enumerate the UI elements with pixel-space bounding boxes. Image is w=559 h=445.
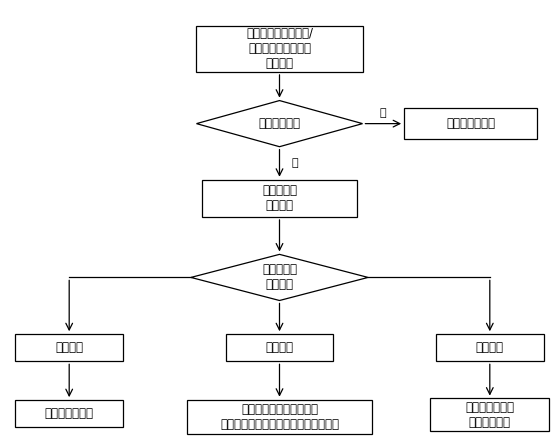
Text: 是否经过环网: 是否经过环网: [258, 117, 301, 130]
Text: 部分识别: 部分识别: [266, 341, 293, 354]
Text: 按实际路径拆分: 按实际路径拆分: [446, 117, 495, 130]
Bar: [15, 400, 123, 427]
Text: 获取标识站
识别信息: 获取标识站 识别信息: [262, 184, 297, 212]
Text: 按概率比例模型
划分后再拆分: 按概率比例模型 划分后再拆分: [465, 401, 514, 429]
Text: 按实际路径拆分: 按实际路径拆分: [45, 407, 94, 420]
Text: 否: 否: [380, 108, 387, 118]
Bar: [225, 334, 334, 361]
Text: 是: 是: [292, 158, 299, 168]
Bar: [404, 108, 537, 139]
Polygon shape: [196, 101, 363, 147]
Bar: [15, 334, 123, 361]
Text: 标识站识别
信息情况: 标识站识别 信息情况: [262, 263, 297, 291]
Text: 成功部分按实际路径拆分
失败部分按概率比例模型划分后再拆分: 成功部分按实际路径拆分 失败部分按概率比例模型划分后再拆分: [220, 403, 339, 431]
Text: 高速公路入口收费站/
高速公路出口收费站
车牌信息: 高速公路入口收费站/ 高速公路出口收费站 车牌信息: [246, 28, 313, 70]
Polygon shape: [191, 255, 368, 300]
Text: 识别失败: 识别失败: [476, 341, 504, 354]
Text: 识别成功: 识别成功: [55, 341, 83, 354]
Bar: [202, 180, 357, 217]
Bar: [187, 400, 372, 434]
Bar: [430, 399, 549, 432]
Bar: [436, 334, 544, 361]
Bar: [196, 26, 363, 72]
